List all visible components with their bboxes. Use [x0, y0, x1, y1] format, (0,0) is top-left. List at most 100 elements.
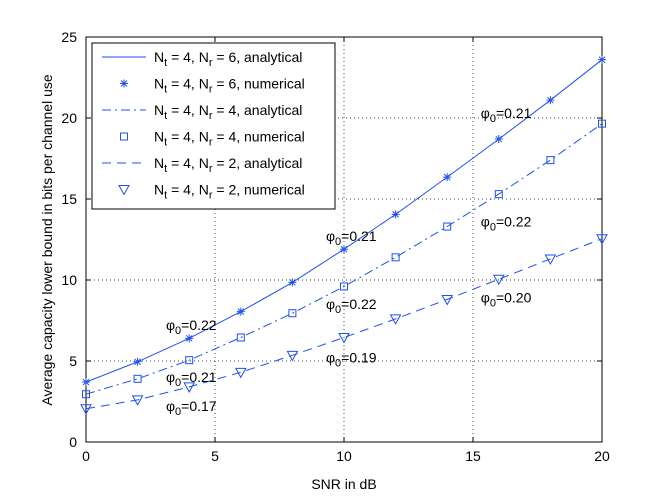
phi-symbol: φ [326, 228, 335, 244]
triangle-marker-shape [183, 382, 196, 393]
phi-subscript: 0 [490, 222, 496, 234]
phi-symbol: φ [326, 350, 335, 366]
star-marker-shape [546, 96, 555, 105]
phi-value: =0.20 [496, 290, 532, 306]
triangle-marker-shape [389, 314, 402, 325]
triangle-marker-shape [118, 185, 130, 196]
y-tick-label: 25 [61, 29, 77, 45]
y-tick-label: 20 [61, 110, 77, 126]
phi-symbol: φ [166, 369, 175, 385]
legend-label-part: = 4, numerical [213, 129, 305, 145]
data-point [443, 173, 452, 182]
legend-box [91, 42, 336, 210]
phi-annotation: φ0=0.21 [326, 228, 377, 248]
phi-subscript: 0 [175, 377, 181, 389]
axis-ticks: 0 5 10 15 20 0 5 10 15 20 25 [61, 29, 610, 464]
legend-label-part: = 4, analytical [213, 102, 303, 118]
star-marker-shape [443, 173, 452, 182]
legend-label-part: r [209, 190, 213, 202]
phi-annotation: φ0=0.20 [481, 290, 532, 310]
data-point [131, 395, 144, 406]
series-2-markers [82, 55, 606, 387]
data-point [443, 222, 452, 231]
phi-value: =0.21 [341, 228, 377, 244]
legend-label: Nt = 4, Nr = 2, analytical [154, 155, 302, 175]
triangle-marker-shape [492, 274, 505, 286]
data-point [133, 357, 142, 366]
y-axis-label: Average capacity lower bound in bits per… [39, 74, 55, 405]
square-marker-shape [133, 374, 142, 383]
data-point [546, 156, 555, 165]
data-point [236, 307, 245, 316]
legend-label-part: N [154, 129, 164, 145]
data-point [598, 119, 606, 128]
star-marker-shape [598, 55, 606, 64]
phi-symbol: φ [481, 214, 490, 230]
phi-subscript: 0 [490, 298, 496, 310]
phi-symbol: φ [481, 105, 490, 121]
legend-label-part: t [164, 110, 167, 122]
legend-label-part: = 2, numerical [213, 182, 305, 198]
phi-annotation: φ0=0.22 [326, 296, 377, 316]
data-point [544, 254, 557, 265]
star-marker-shape [120, 79, 128, 88]
legend-label-part: = 4, N [167, 129, 209, 145]
y-tick-label: 15 [61, 191, 77, 207]
phi-value: =0.17 [181, 398, 217, 414]
legend-entry: Nt = 4, Nr = 4, analytical [102, 102, 302, 122]
legend-label-part: t [164, 190, 167, 202]
data-point [391, 210, 400, 219]
annotations: φ0=0.21φ0=0.22φ0=0.20φ0=0.21φ0=0.22φ0=0.… [166, 105, 532, 418]
square-marker-shape [443, 222, 452, 231]
data-point [82, 378, 90, 387]
square-marker-shape [120, 132, 128, 141]
square-marker-shape [340, 282, 348, 291]
series-5-line [85, 238, 603, 410]
phi-value: =0.21 [496, 105, 532, 121]
data-point [288, 278, 297, 287]
legend-entry: Nt = 4, Nr = 6, numerical [120, 76, 305, 96]
legend-label: Nt = 4, Nr = 4, analytical [154, 102, 302, 122]
square-marker-shape [236, 333, 245, 342]
legend-marker-sample [120, 132, 128, 141]
legend-label-part: t [164, 57, 167, 69]
star-marker-shape [340, 245, 348, 254]
legend-label-part: N [154, 102, 164, 118]
legend-entry: Nt = 4, Nr = 2, numerical [118, 182, 305, 202]
y-tick-label: 5 [69, 353, 77, 369]
phi-symbol: φ [326, 296, 335, 312]
data-point [288, 309, 297, 318]
data-point [183, 382, 196, 393]
square-marker-shape [546, 156, 555, 165]
legend-label-part: N [154, 182, 164, 198]
data-point [391, 253, 400, 262]
legend-entry: Nt = 4, Nr = 6, analytical [102, 49, 302, 69]
triangle-marker-shape [80, 404, 92, 415]
data-point [236, 333, 245, 342]
data-point [82, 390, 90, 399]
phi-annotation: φ0=0.19 [326, 350, 377, 370]
data-point [598, 55, 606, 64]
legend-label-part: = 4, N [167, 182, 209, 198]
data-point [340, 282, 348, 291]
star-marker-shape [236, 307, 245, 316]
phi-subscript: 0 [335, 358, 341, 370]
series-6-markers [80, 234, 608, 415]
y-tick-label: 0 [69, 434, 77, 450]
data-point [286, 350, 299, 362]
data-point [492, 274, 505, 286]
legend-label: Nt = 4, Nr = 2, numerical [154, 182, 305, 202]
star-marker-shape [494, 135, 503, 144]
legend-label-part: t [164, 84, 167, 96]
legend-label-part: = 4, N [167, 76, 209, 92]
legend-label-part: = 6, numerical [213, 76, 305, 92]
phi-annotation: φ0=0.21 [481, 105, 532, 125]
triangle-marker-shape [286, 350, 299, 362]
legend-label-part: r [209, 57, 213, 69]
series [80, 55, 608, 415]
legend-label-part: r [209, 84, 213, 96]
star-marker-shape [82, 378, 90, 387]
phi-annotation: φ0=0.22 [166, 317, 217, 337]
data-point [441, 294, 454, 306]
